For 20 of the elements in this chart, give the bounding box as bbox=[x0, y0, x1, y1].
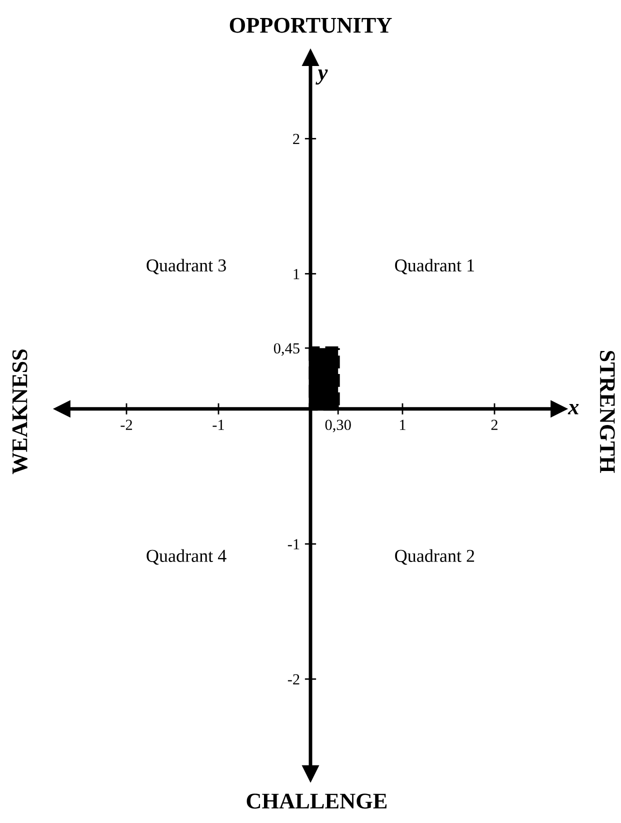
x-tick-label: 2 bbox=[491, 420, 498, 430]
y-tick-label: 0,45 bbox=[274, 343, 300, 356]
y-tick-label: -2 bbox=[288, 674, 300, 684]
y-tick-label: 1 bbox=[294, 268, 300, 280]
annotation: Quadrant 1 bbox=[395, 258, 474, 274]
x-axis-title: CHALLENGE bbox=[246, 794, 387, 809]
annotation: Quadrant 4 bbox=[146, 549, 226, 565]
x-tick-label: -2 bbox=[120, 420, 132, 430]
annotation: Quadrant 2 bbox=[395, 549, 474, 565]
x-tick-label: 1 bbox=[400, 420, 406, 430]
annotation: Quadrant 3 bbox=[146, 258, 226, 274]
y2-axis-title: STRENGTH bbox=[600, 350, 615, 473]
y-axis-title: WEAKNESS bbox=[12, 349, 28, 474]
chart-title: OPPORTUNITY bbox=[230, 18, 392, 33]
annotation: y bbox=[316, 70, 328, 85]
text: x bbox=[568, 404, 579, 414]
x-tick-label: -1 bbox=[212, 420, 224, 430]
y-tick-label: -1 bbox=[288, 539, 300, 550]
y-tick-label: 2 bbox=[293, 134, 300, 144]
x-tick-label: 0,30 bbox=[325, 420, 351, 432]
